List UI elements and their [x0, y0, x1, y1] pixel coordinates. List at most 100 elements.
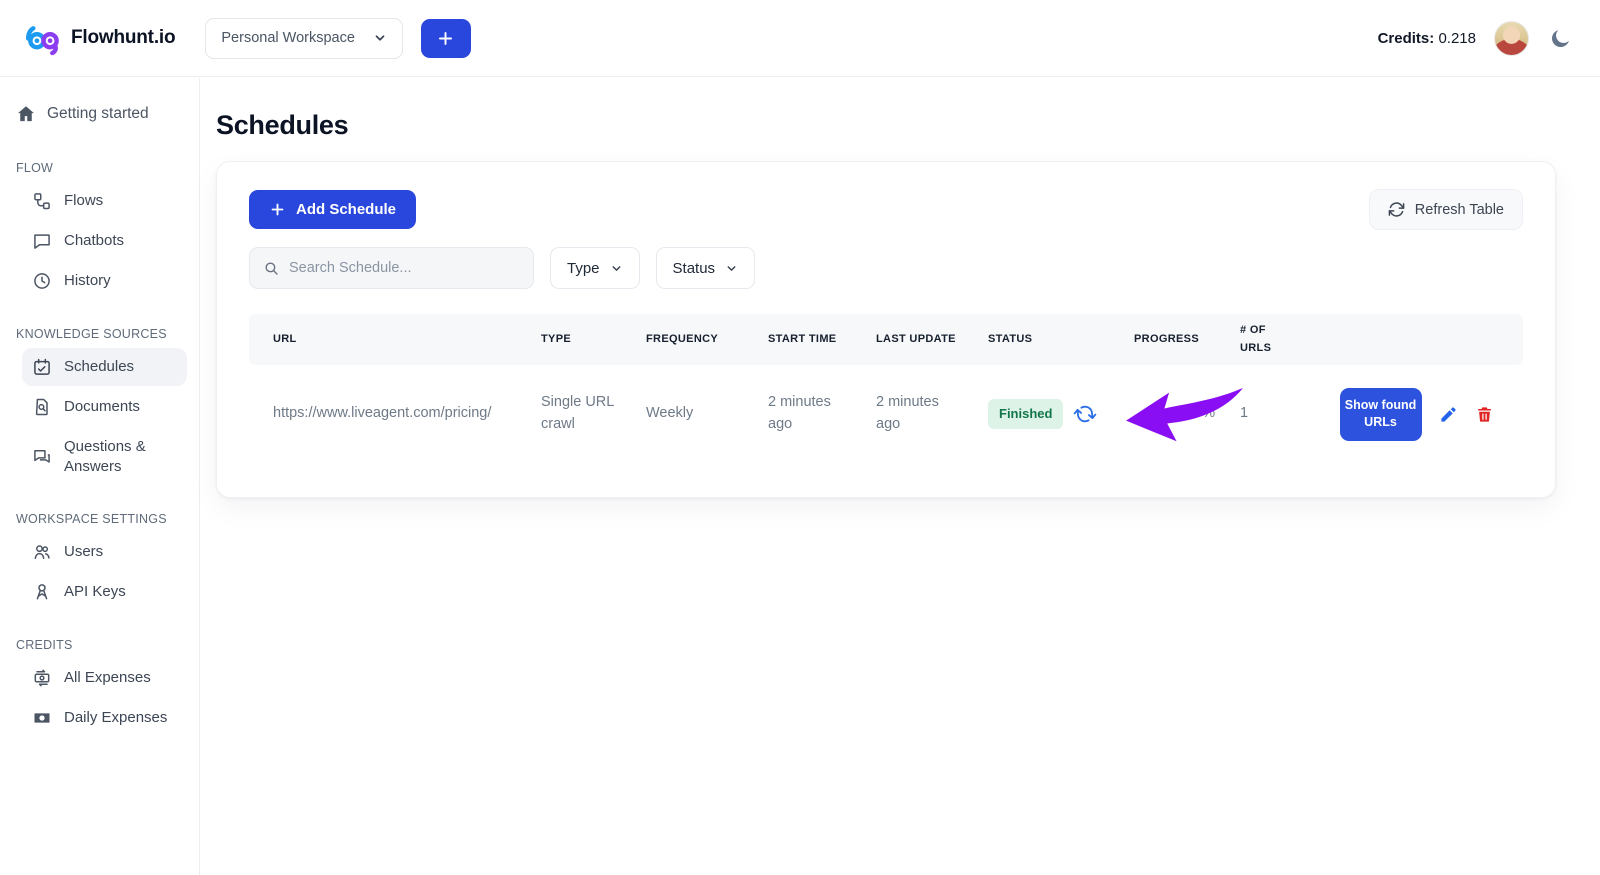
chevron-down-icon — [725, 262, 738, 275]
sidebar-item-label: API Keys — [64, 583, 126, 601]
table-row: https://www.liveagent.com/pricing/ Singl… — [249, 365, 1523, 463]
edit-schedule-button[interactable] — [1439, 405, 1458, 424]
credits-display: Credits: 0.218 — [1378, 30, 1476, 47]
page-title: Schedules — [216, 110, 349, 140]
sidebar-item-all-expenses[interactable]: All Expenses — [22, 659, 187, 697]
sidebar-item-users[interactable]: Users — [22, 533, 187, 571]
refresh-table-label: Refresh Table — [1414, 201, 1504, 218]
credits-value: 0.218 — [1438, 29, 1476, 47]
brand-name: Flowhunt.io — [71, 27, 176, 48]
sidebar-section-workspace-settings: WORKSPACE SETTINGS — [16, 512, 167, 526]
sidebar-item-label: History — [64, 272, 111, 290]
moon-icon — [1549, 27, 1572, 50]
delete-schedule-button[interactable] — [1475, 405, 1494, 424]
sidebar-item-getting-started[interactable]: Getting started — [0, 94, 199, 134]
add-workspace-button[interactable] — [420, 18, 471, 58]
refresh-table-button[interactable]: Refresh Table — [1368, 189, 1523, 230]
status-badge: Finished — [988, 399, 1064, 429]
workspace-selector[interactable]: Personal Workspace — [205, 17, 403, 59]
sidebar-item-label: Flows — [64, 192, 104, 210]
qa-icon — [32, 447, 52, 467]
sidebar-item-label: Questions & Answers — [64, 438, 146, 475]
edit-icon — [1439, 405, 1458, 424]
column-header-start-time: START TIME — [768, 332, 837, 345]
plus-icon — [436, 29, 455, 48]
daily-expenses-icon — [32, 708, 52, 728]
column-header-url: URL — [273, 332, 297, 345]
type-filter-label: Type — [567, 259, 600, 277]
chevron-down-icon — [610, 262, 623, 275]
search-icon — [263, 260, 280, 277]
dark-mode-toggle[interactable] — [1547, 25, 1574, 52]
status-filter-label: Status — [672, 259, 716, 277]
schedules-table: URL TYPE FREQUENCY START TIME LAST UPDAT… — [249, 314, 1523, 463]
column-header-status: STATUS — [988, 332, 1033, 345]
sidebar-section-credits: CREDITS — [16, 638, 73, 652]
column-header-progress: PROGRESS — [1134, 332, 1199, 345]
plus-icon — [269, 201, 286, 218]
home-icon — [16, 104, 36, 124]
sidebar-item-label: Users — [64, 543, 104, 561]
show-found-urls-button[interactable]: Show found URLs — [1339, 387, 1422, 441]
flows-icon — [32, 191, 52, 211]
search-schedule-box — [249, 247, 534, 289]
schedules-card: Add Schedule Refresh Table Type — [216, 161, 1556, 499]
column-header-frequency: FREQUENCY — [646, 332, 719, 345]
sidebar-section-flow: FLOW — [16, 161, 54, 175]
sync-icon — [1074, 404, 1097, 424]
sidebar-item-api-keys[interactable]: API Keys — [22, 573, 187, 611]
row-frequency: Weekly — [646, 405, 694, 422]
row-type: Single URL crawl — [541, 394, 614, 433]
progress-value: 100% — [1178, 405, 1216, 422]
sidebar-item-label: All Expenses — [64, 669, 151, 687]
rerun-schedule-button[interactable] — [1074, 404, 1097, 424]
sidebar-item-documents[interactable]: Documents — [22, 388, 187, 426]
row-actions: Show found URLs — [1310, 380, 1523, 449]
logo-icon — [26, 21, 61, 56]
sidebar-item-label: Chatbots — [64, 232, 125, 250]
sidebar-item-label: Getting started — [47, 105, 149, 122]
sidebar-item-schedules[interactable]: Schedules — [22, 348, 187, 386]
users-icon — [32, 542, 52, 562]
schedules-icon — [32, 357, 52, 377]
workspace-selector-value: Personal Workspace — [221, 30, 355, 46]
sidebar-item-chatbots[interactable]: Chatbots — [22, 222, 187, 260]
brand-logo[interactable]: Flowhunt.io — [26, 21, 176, 56]
history-icon — [32, 271, 52, 291]
type-filter-dropdown[interactable]: Type — [550, 247, 640, 289]
api-keys-icon — [32, 582, 52, 602]
sidebar-item-label: Daily Expenses — [64, 709, 168, 727]
row-url-count: 1 — [1240, 405, 1249, 422]
status-filter-dropdown[interactable]: Status — [655, 247, 756, 289]
table-header-row: URL TYPE FREQUENCY START TIME LAST UPDAT… — [249, 314, 1523, 366]
trash-icon — [1475, 405, 1494, 424]
add-schedule-button[interactable]: Add Schedule — [249, 190, 417, 229]
sidebar-item-history[interactable]: History — [22, 262, 187, 300]
refresh-icon — [1388, 201, 1405, 218]
credits-label: Credits: — [1377, 29, 1435, 47]
user-avatar[interactable] — [1494, 20, 1529, 56]
all-expenses-icon — [32, 668, 52, 688]
add-schedule-label: Add Schedule — [296, 201, 397, 218]
chevron-down-icon — [373, 31, 387, 45]
sidebar: Getting started FLOW Flows Chatbots Hist… — [0, 78, 200, 875]
column-header-actions — [1310, 332, 1523, 348]
sidebar-section-knowledge-sources: KNOWLEDGE SOURCES — [16, 327, 167, 341]
sidebar-item-questions-answers[interactable]: Questions & Answers — [22, 428, 187, 485]
chatbots-icon — [32, 231, 52, 251]
sidebar-item-flows[interactable]: Flows — [22, 182, 187, 220]
row-progress: 100% — [1122, 395, 1228, 433]
row-last-update: 2 minutes ago — [876, 394, 939, 433]
column-header-num-urls: # OF URLS — [1240, 324, 1272, 354]
main-content: Schedules Add Schedule Refresh Table — [200, 78, 1600, 875]
row-status: Finished — [976, 391, 1122, 437]
column-header-last-update: LAST UPDATE — [876, 332, 956, 345]
row-start-time: 2 minutes ago — [768, 394, 831, 433]
column-header-type: TYPE — [541, 332, 572, 345]
row-url: https://www.liveagent.com/pricing/ — [273, 405, 492, 422]
documents-icon — [32, 397, 52, 417]
sidebar-item-label: Schedules — [64, 358, 135, 376]
search-schedule-input[interactable] — [289, 260, 520, 276]
sidebar-item-daily-expenses[interactable]: Daily Expenses — [22, 699, 187, 737]
sidebar-item-label: Documents — [64, 398, 140, 416]
